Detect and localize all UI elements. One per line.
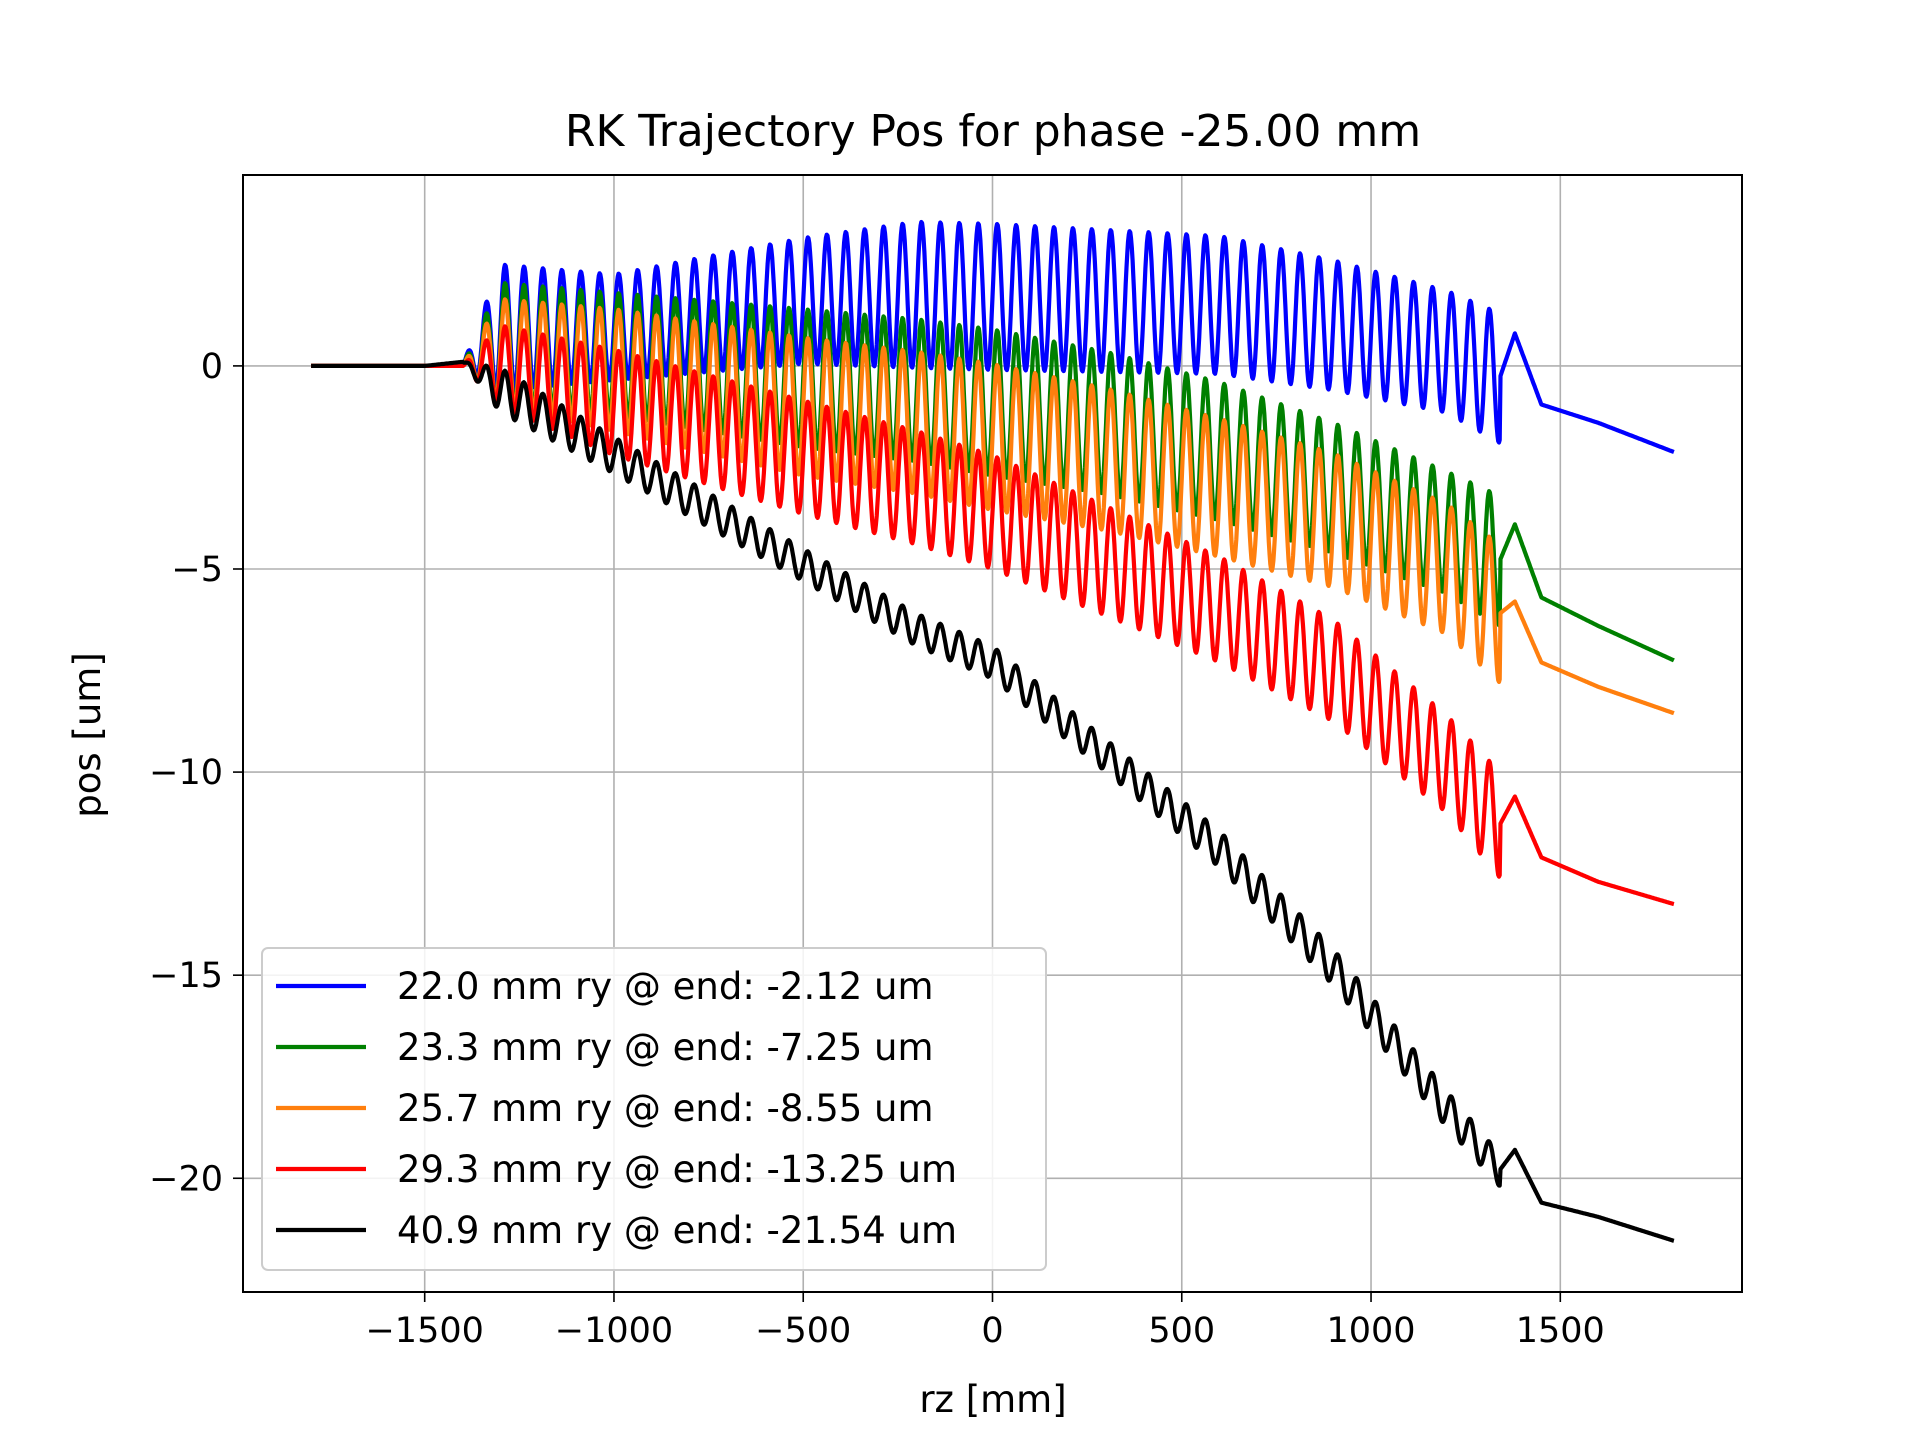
series-lines xyxy=(309,219,1676,1243)
legend-label: 23.3 mm ry @ end: -7.25 um xyxy=(397,1026,934,1069)
legend-label: 29.3 mm ry @ end: -13.25 um xyxy=(397,1148,957,1191)
x-tick-label: −1500 xyxy=(365,1311,483,1351)
x-tick-label: 1500 xyxy=(1516,1311,1605,1351)
legend-box xyxy=(261,947,1047,1271)
y-tick-label: −5 xyxy=(171,550,223,590)
series-line xyxy=(309,324,1676,907)
axis-ticks: −1500 −1000 −500 0 500 1000 1500 0 −5 −10 −15 −20 xyxy=(149,347,1605,1351)
x-tick-label: 1000 xyxy=(1326,1311,1415,1351)
y-axis-label: pos [um] xyxy=(66,652,109,818)
x-axis-label: rz [mm] xyxy=(919,1378,1066,1421)
y-tick-label: −20 xyxy=(149,1159,223,1199)
y-tick-label: −10 xyxy=(149,753,223,793)
y-tick-label: 0 xyxy=(201,347,223,387)
series-line xyxy=(309,359,1676,1243)
legend-label: 22.0 mm ry @ end: -2.12 um xyxy=(397,965,934,1008)
legend-label: 40.9 mm ry @ end: -21.54 um xyxy=(397,1209,957,1252)
x-tick-label: −500 xyxy=(755,1311,851,1351)
legend: 22.0 mm ry @ end: -2.12 um 23.3 mm ry @ e… xyxy=(261,947,1047,1271)
y-tick-label: −15 xyxy=(149,956,223,996)
x-tick-label: 0 xyxy=(981,1311,1003,1351)
legend-label: 25.7 mm ry @ end: -8.55 um xyxy=(397,1087,934,1130)
chart-title: RK Trajectory Pos for phase -25.00 mm xyxy=(565,106,1421,157)
x-tick-label: 500 xyxy=(1148,1311,1215,1351)
x-tick-label: −1000 xyxy=(555,1311,673,1351)
